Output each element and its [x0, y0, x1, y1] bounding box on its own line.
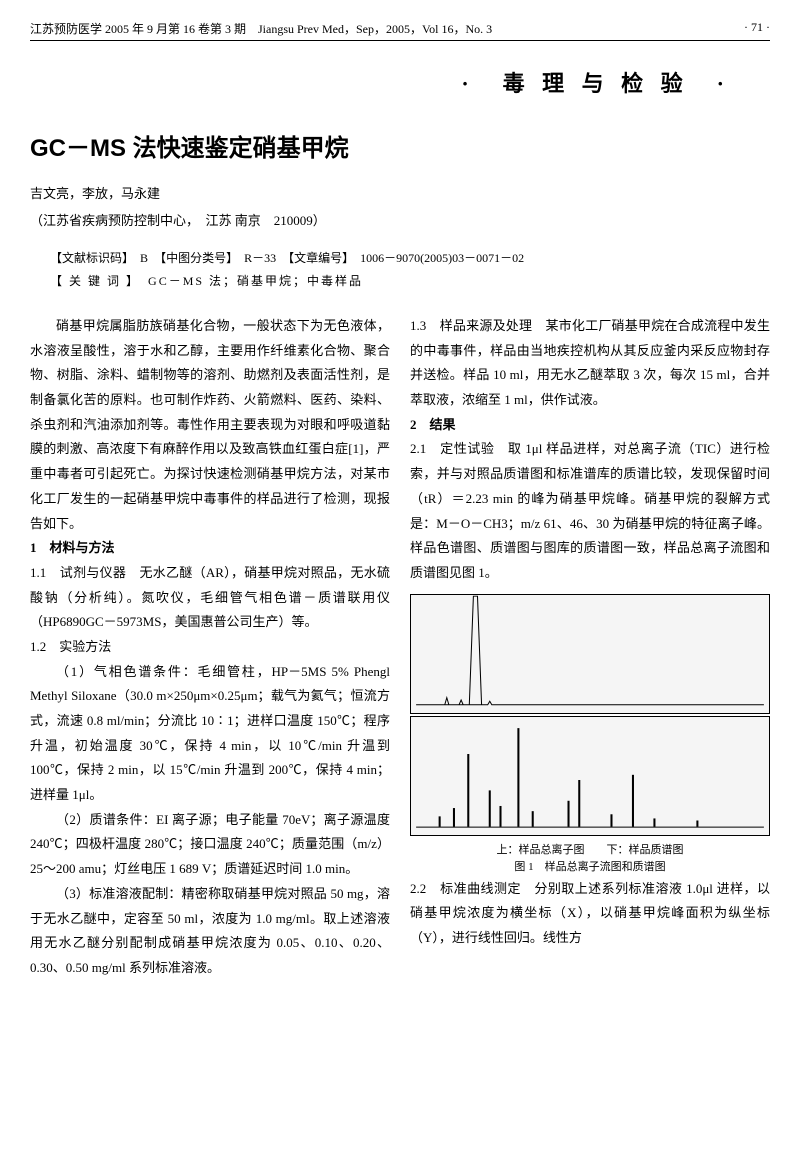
section-1-1: 1.1 试剂与仪器 无水乙醚（AR），硝基甲烷对照品，无水硫酸钠（分析纯）。氮吹… — [30, 561, 390, 635]
keywords-row: 【 关 键 词 】 GC－MS 法；硝基甲烷；中毒样品 — [30, 272, 770, 289]
journal-header: 江苏预防医学 2005 年 9 月第 16 卷第 3 期 Jiangsu Pre… — [30, 20, 770, 41]
class-num: R－33 — [244, 251, 276, 265]
section-1-2-item3: （3）标准溶液配制：精密称取硝基甲烷对照品 50 mg，溶于无水乙醚中，定容至 … — [30, 882, 390, 981]
article-num: 1006－9070(2005)03－0071－02 — [360, 251, 524, 265]
chromatogram-chart — [410, 594, 770, 714]
figure-1: 上：样品总离子图 下：样品质谱图 图 1 样品总离子流图和质谱图 — [410, 594, 770, 877]
intro-paragraph: 硝基甲烷属脂肪族硝基化合物，一般状态下为无色液体，水溶液呈酸性，溶于水和乙醇，主… — [30, 314, 390, 536]
section-category: · 毒 理 与 检 验 · — [30, 66, 770, 98]
section-1-3: 1.3 样品来源及处理 某市化工厂硝基甲烷在合成流程中发生的中毒事件，样品由当地… — [410, 314, 770, 413]
doc-code-label: 【文献标识码】 — [50, 251, 128, 265]
keywords-label: 【 关 键 词 】 — [50, 274, 134, 288]
affiliation: （江苏省疾病预防控制中心， 江苏 南京 210009） — [30, 210, 770, 229]
figure-caption: 上：样品总离子图 下：样品质谱图 图 1 样品总离子流图和质谱图 — [410, 842, 770, 877]
section-2-2: 2.2 标准曲线测定 分别取上述系列标准溶液 1.0μl 进样，以硝基甲烷浓度为… — [410, 877, 770, 951]
right-column: 1.3 样品来源及处理 某市化工厂硝基甲烷在合成流程中发生的中毒事件，样品由当地… — [410, 314, 770, 981]
figure-caption-main: 图 1 样品总离子流图和质谱图 — [410, 859, 770, 877]
journal-info: 江苏预防医学 2005 年 9 月第 16 卷第 3 期 Jiangsu Pre… — [30, 20, 492, 37]
left-column: 硝基甲烷属脂肪族硝基化合物，一般状态下为无色液体，水溶液呈酸性，溶于水和乙醇，主… — [30, 314, 390, 981]
figure-caption-top: 上：样品总离子图 下：样品质谱图 — [410, 842, 770, 860]
section-1-2-item1: （1）气相色谱条件：毛细管柱，HP－5MS 5% Phengl Methyl S… — [30, 660, 390, 808]
class-label: 【中图分类号】 — [160, 251, 232, 265]
keywords: GC－MS 法；硝基甲烷；中毒样品 — [148, 274, 363, 288]
section-1-2-title: 1.2 实验方法 — [30, 635, 390, 660]
article-num-label: 【文章编号】 — [288, 251, 348, 265]
article-title: GC－MS 法快速鉴定硝基甲烷 — [30, 128, 770, 163]
page-number: · 71 · — [744, 20, 770, 37]
article-metadata: 【文献标识码】 B 【中图分类号】 R－33 【文章编号】 1006－9070(… — [30, 249, 770, 266]
section-1-2-item2: （2）质谱条件：EI 离子源；电子能量 70eV；离子源温度 240℃；四极杆温… — [30, 808, 390, 882]
section-1-title: 1 材料与方法 — [30, 536, 390, 561]
authors: 吉文亮，李放，马永建 — [30, 183, 770, 202]
article-body: 硝基甲烷属脂肪族硝基化合物，一般状态下为无色液体，水溶液呈酸性，溶于水和乙醇，主… — [30, 314, 770, 981]
section-2-1: 2.1 定性试验 取 1μl 样品进样，对总离子流（TIC）进行检索，并与对照品… — [410, 437, 770, 585]
doc-code: B — [140, 251, 148, 265]
mass-spectrum-chart — [410, 716, 770, 836]
section-2-title: 2 结果 — [410, 413, 770, 438]
